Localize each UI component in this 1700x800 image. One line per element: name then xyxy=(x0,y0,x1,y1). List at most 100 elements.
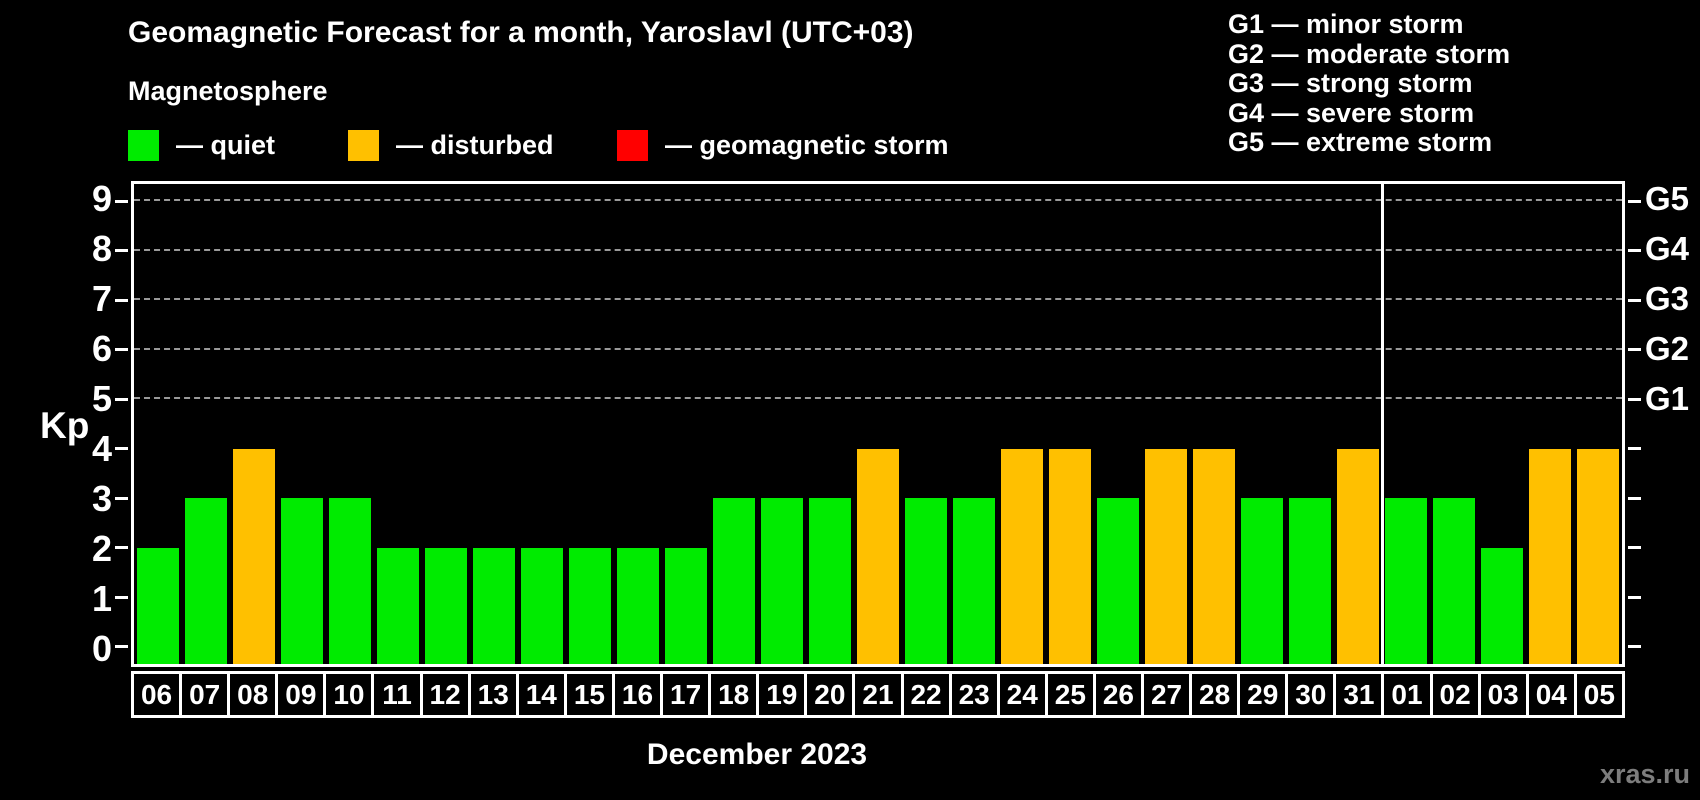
day-label-27: 27 xyxy=(1140,671,1190,718)
day-label-13: 13 xyxy=(467,671,516,718)
page-title: Geomagnetic Forecast for a month, Yarosl… xyxy=(128,16,914,49)
y-tick-label-0: 0 xyxy=(91,628,112,670)
legend-swatch-disturbed xyxy=(348,130,379,161)
kp-bar-16 xyxy=(617,547,659,664)
y-tick-label-5: 5 xyxy=(91,377,112,419)
right-axis-tick xyxy=(1628,447,1641,451)
day-label-16: 16 xyxy=(611,671,661,718)
left-axis-tick xyxy=(115,447,128,451)
bar-slot-22 xyxy=(902,184,950,664)
right-axis-tick xyxy=(1628,595,1641,599)
g-legend-line-3: G3 — strong storm xyxy=(1228,68,1473,99)
bar-slot-11 xyxy=(374,184,422,664)
bar-slot-09 xyxy=(278,184,326,664)
right-axis-labels: G1 G2 G3 G4 G5 xyxy=(1645,180,1700,667)
kp-bar-29 xyxy=(1241,498,1283,664)
kp-bar-22 xyxy=(905,498,947,664)
day-label-06: 06 xyxy=(131,671,180,718)
day-label-11: 11 xyxy=(371,671,420,718)
right-axis-tick xyxy=(1628,249,1641,253)
y-tick-label-2: 2 xyxy=(91,528,112,570)
kp-bar-25 xyxy=(1049,448,1091,664)
day-label-09: 09 xyxy=(275,671,324,718)
bar-slot-19 xyxy=(758,184,806,664)
left-axis-tick xyxy=(115,348,128,352)
bar-slot-28 xyxy=(1190,184,1238,664)
gridline-kp9 xyxy=(134,199,1622,202)
kp-bar-15 xyxy=(569,547,611,664)
day-label-19: 19 xyxy=(756,671,805,718)
plot-area xyxy=(115,181,1641,667)
legend-item-quiet: — quiet xyxy=(128,130,275,161)
g-legend-line-5: G5 — extreme storm xyxy=(1228,127,1493,158)
day-label-02: 02 xyxy=(1429,671,1478,718)
kp-bar-23 xyxy=(953,498,995,664)
kp-bar-17 xyxy=(665,547,707,664)
gridline-kp5 xyxy=(134,397,1622,400)
kp-bar-14 xyxy=(521,547,563,664)
kp-bar-05 xyxy=(1577,448,1619,664)
day-label-24: 24 xyxy=(996,671,1045,718)
bar-slot-07 xyxy=(182,184,230,664)
kp-bar-06 xyxy=(137,547,179,664)
g-scale-legend: G1 — minor storm G2 — moderate storm G3 — … xyxy=(1228,9,1510,158)
kp-bar-20 xyxy=(809,498,851,664)
kp-bar-31 xyxy=(1337,448,1379,664)
kp-bar-12 xyxy=(425,547,467,664)
bar-slot-18 xyxy=(710,184,758,664)
legend-item-disturbed: — disturbed xyxy=(348,130,554,161)
x-axis-title: December 2023 xyxy=(646,738,868,771)
bar-slot-31 xyxy=(1334,184,1382,664)
chart-subtitle: Magnetosphere xyxy=(128,76,328,106)
g-level-label-G3: G3 xyxy=(1645,279,1690,317)
bar-slot-08 xyxy=(230,184,278,664)
legend-item-storm: — geomagnetic storm xyxy=(617,130,949,161)
y-tick-label-8: 8 xyxy=(91,227,112,269)
left-axis-tick xyxy=(115,496,128,500)
bar-slot-27 xyxy=(1142,184,1190,664)
kp-bar-24 xyxy=(1001,448,1043,664)
right-axis-tick xyxy=(1628,298,1641,302)
kp-bar-18 xyxy=(713,498,755,664)
kp-bar-03 xyxy=(1481,547,1523,664)
day-label-17: 17 xyxy=(660,671,709,718)
bar-slot-30 xyxy=(1286,184,1334,664)
bar-slot-03 xyxy=(1478,184,1526,664)
kp-bar-27 xyxy=(1145,448,1187,664)
g-legend-line-4: G4 — severe storm xyxy=(1228,97,1475,128)
day-label-08: 08 xyxy=(227,671,276,718)
watermark-text: xras.ru xyxy=(1599,759,1690,789)
status-legend: — quiet — disturbed — geomagnetic storm xyxy=(0,130,1100,164)
legend-swatch-quiet xyxy=(128,130,159,161)
right-axis-tick xyxy=(1628,546,1641,550)
bar-slot-06 xyxy=(134,184,182,664)
g-level-label-G2: G2 xyxy=(1645,329,1690,367)
kp-bar-01 xyxy=(1385,498,1427,664)
right-axis-tick xyxy=(1628,397,1641,401)
kp-bar-28 xyxy=(1193,448,1235,664)
y-axis-title: Kp xyxy=(40,405,90,446)
bar-slot-23 xyxy=(950,184,998,664)
y-tick-label-3: 3 xyxy=(91,478,112,520)
legend-label-disturbed: — disturbed xyxy=(396,130,554,160)
day-label-04: 04 xyxy=(1525,671,1574,718)
day-label-31: 31 xyxy=(1333,671,1382,718)
day-label-25: 25 xyxy=(1044,671,1093,718)
g-legend-line-1: G1 — minor storm xyxy=(1228,9,1464,39)
bar-slot-14 xyxy=(518,184,566,664)
day-label-22: 22 xyxy=(900,671,949,718)
x-axis-day-row: 06 07 08 09 10 11 12 13 14 15 16 17 18 19 20 21 22 23 24 25… xyxy=(131,671,1625,718)
kp-bar-07 xyxy=(185,498,227,664)
bar-slot-21 xyxy=(854,184,902,664)
kp-bar-08 xyxy=(233,448,275,664)
legend-label-storm: — geomagnetic storm xyxy=(665,130,949,160)
right-axis-tick xyxy=(1628,199,1641,203)
day-label-01: 01 xyxy=(1381,671,1430,718)
day-label-12: 12 xyxy=(419,671,468,718)
day-label-20: 20 xyxy=(804,671,853,718)
day-label-03: 03 xyxy=(1477,671,1526,718)
bar-slot-24 xyxy=(998,184,1046,664)
day-label-28: 28 xyxy=(1189,671,1238,718)
gridline-kp8 xyxy=(134,248,1622,251)
